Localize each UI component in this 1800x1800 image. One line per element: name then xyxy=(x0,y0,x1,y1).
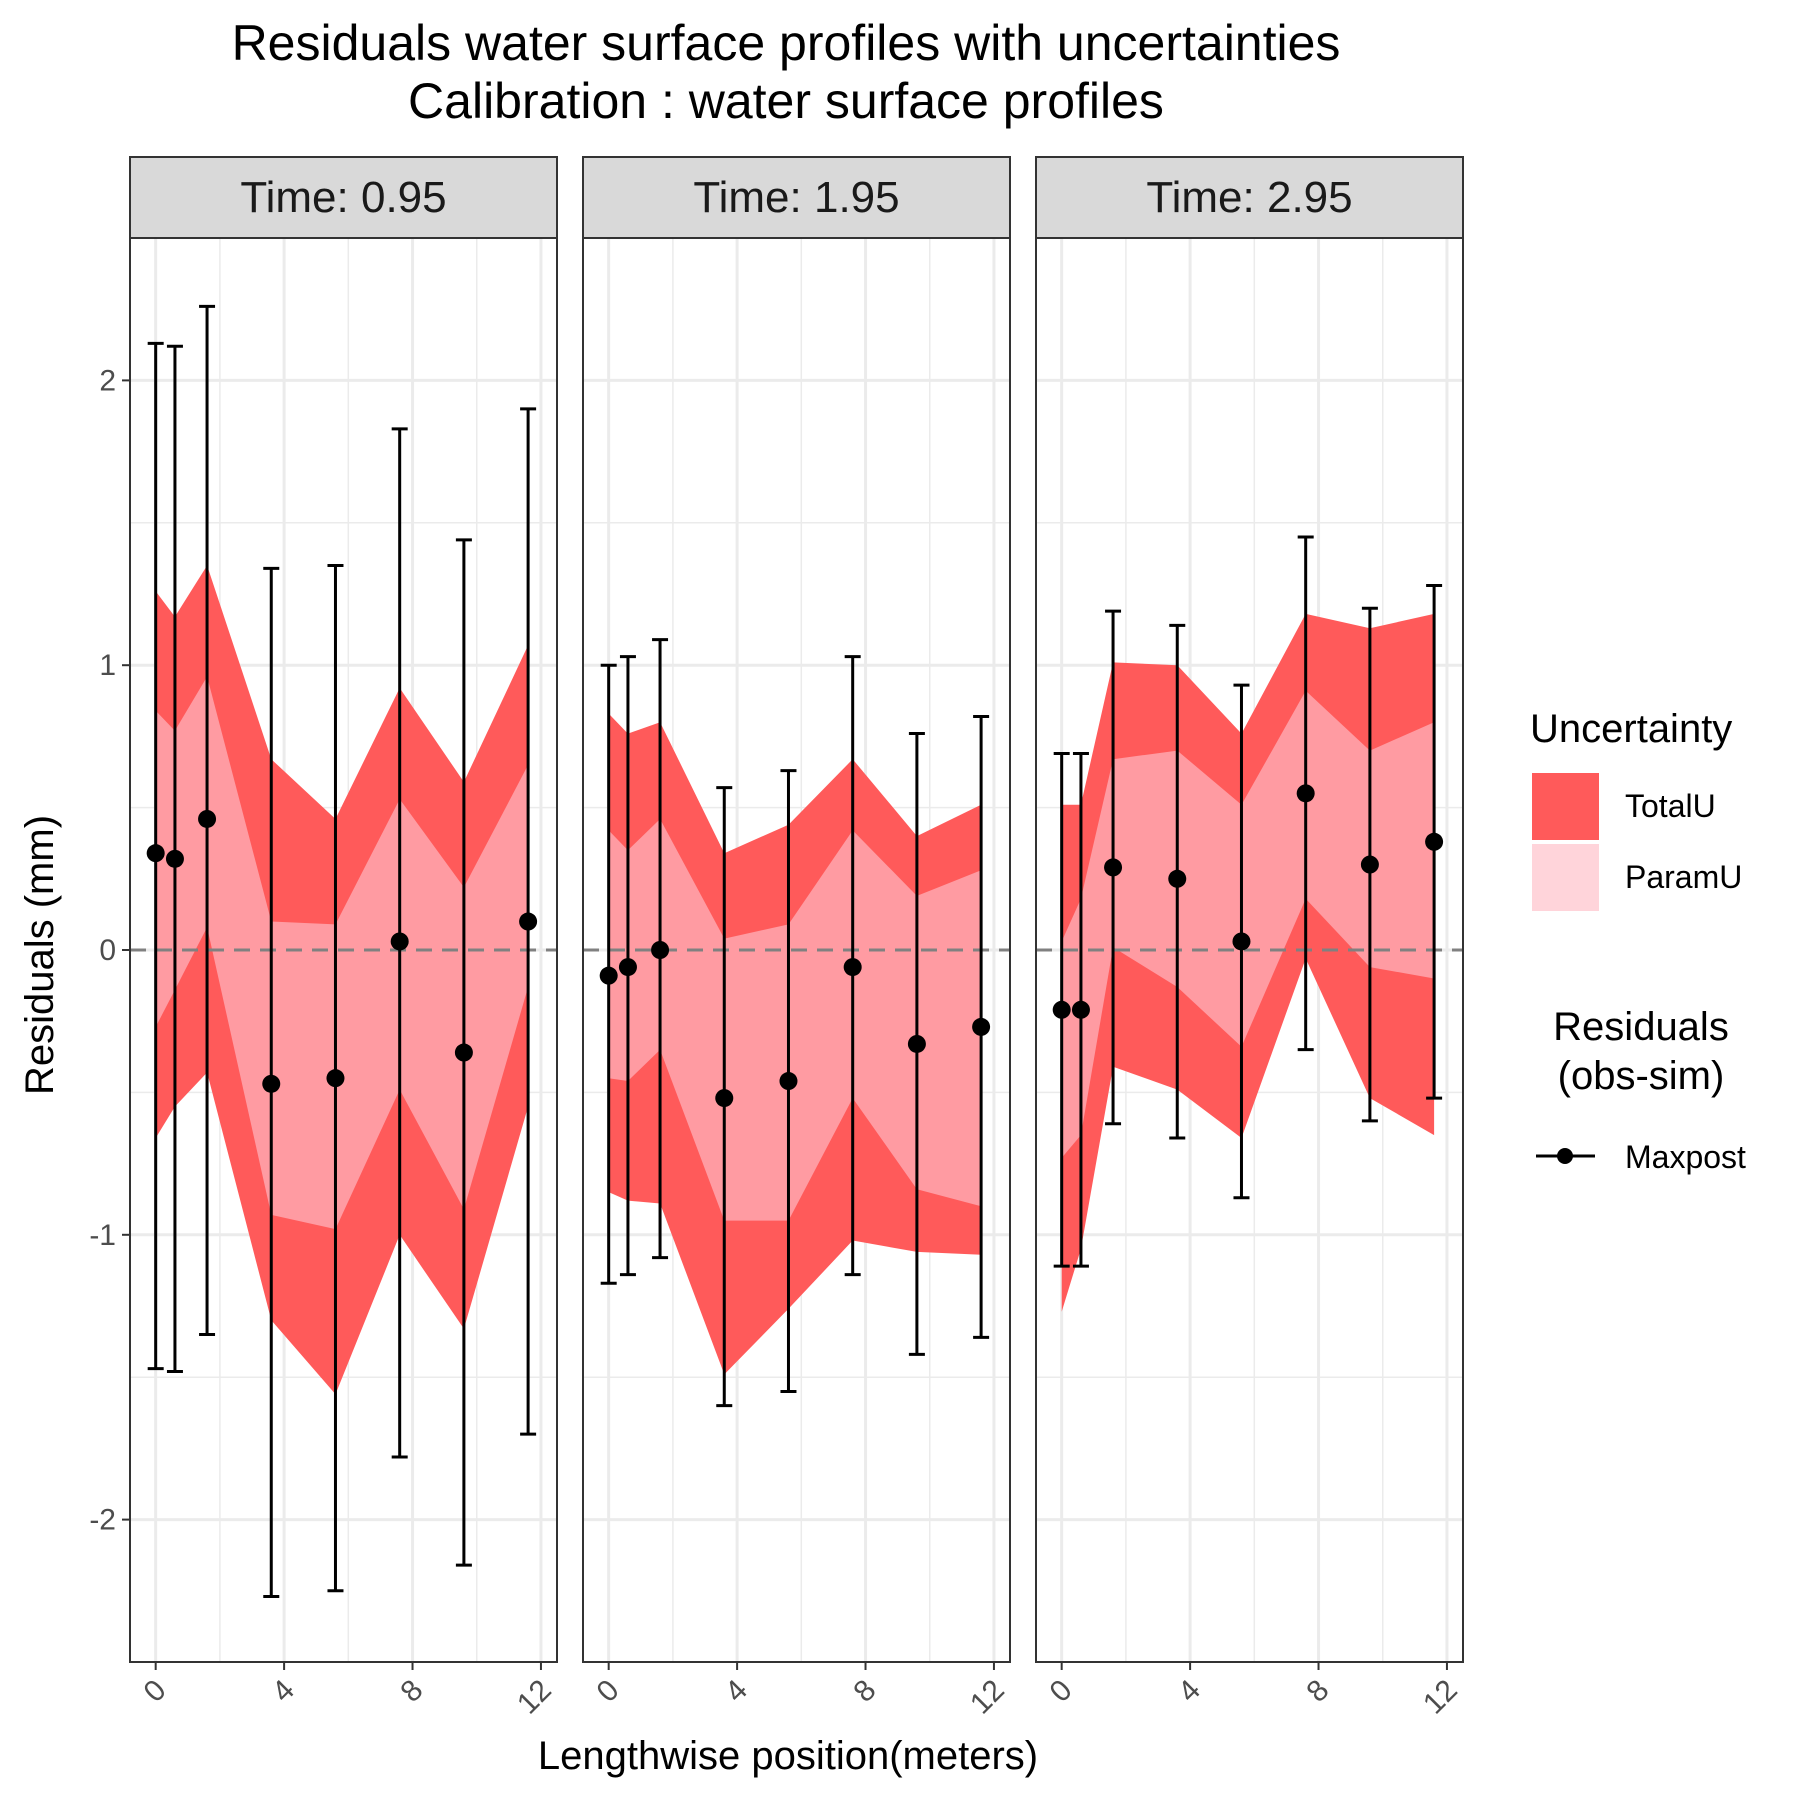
maxpost-point xyxy=(519,912,538,931)
maxpost-point xyxy=(454,1043,473,1062)
x-tick-label: 12 xyxy=(964,1674,1011,1721)
maxpost-point xyxy=(326,1069,345,1088)
legend: Uncertainty TotalU ParamU Residuals (obs… xyxy=(1530,707,1746,1175)
maxpost-point xyxy=(843,958,862,977)
facet-strip-label: Time: 2.95 xyxy=(1146,173,1352,222)
maxpost-point xyxy=(1052,1000,1071,1019)
x-axis-title: Lengthwise position(meters) xyxy=(538,1734,1038,1778)
maxpost-point xyxy=(1168,869,1187,888)
y-tick-label: 1 xyxy=(99,649,116,682)
maxpost-point xyxy=(146,844,165,863)
maxpost-point xyxy=(390,932,409,951)
maxpost-point xyxy=(1425,832,1444,851)
chart-title: Residuals water surface profiles with un… xyxy=(232,15,1341,71)
legend-residuals-title-line1: Residuals xyxy=(1553,1005,1729,1049)
facet-strip-label: Time: 0.95 xyxy=(240,173,446,222)
paramu-band xyxy=(608,819,982,1221)
x-tick-label: 0 xyxy=(137,1674,172,1709)
maxpost-point xyxy=(262,1074,281,1093)
legend-totalu-label: TotalU xyxy=(1625,788,1716,824)
x-tick-label: 0 xyxy=(1043,1674,1078,1709)
facet-strip xyxy=(1035,156,1464,239)
x-tick-label: 0 xyxy=(590,1674,625,1709)
facet-strip-label: Time: 1.95 xyxy=(693,173,899,222)
legend-totalu-swatch xyxy=(1532,773,1599,840)
legend-paramu-label: ParamU xyxy=(1625,859,1742,895)
y-tick-label: 2 xyxy=(99,364,116,397)
paramu-band xyxy=(1061,690,1435,1158)
x-tick-label: 4 xyxy=(1172,1674,1207,1709)
x-tick-label: 12 xyxy=(511,1674,558,1721)
x-tick-label: 4 xyxy=(266,1674,301,1709)
maxpost-point xyxy=(165,849,184,868)
x-tick-label: 8 xyxy=(847,1674,882,1709)
x-tick-label: 4 xyxy=(719,1674,754,1709)
facet-strip xyxy=(129,156,558,239)
maxpost-point xyxy=(1071,1000,1090,1019)
legend-paramu-swatch xyxy=(1532,844,1599,911)
y-tick-label: 0 xyxy=(99,934,116,967)
y-tick-label: -1 xyxy=(89,1219,116,1252)
maxpost-point xyxy=(1360,855,1379,874)
legend-maxpost-label: Maxpost xyxy=(1625,1139,1746,1175)
maxpost-point xyxy=(198,809,217,828)
maxpost-point xyxy=(1104,858,1123,877)
facet-panel-2: Time: 1.95 0 4 8 12 xyxy=(582,156,1011,1721)
maxpost-point xyxy=(972,1017,991,1036)
x-tick-label: 8 xyxy=(1300,1674,1335,1709)
maxpost-point xyxy=(715,1089,734,1108)
facet-panel-3: Time: 2.95 0 4 8 12 xyxy=(1035,156,1464,1721)
y-axis-title: Residuals (mm) xyxy=(18,815,62,1095)
legend-residuals-title-line2: (obs-sim) xyxy=(1558,1054,1725,1098)
maxpost-point xyxy=(651,941,670,959)
paramu-band xyxy=(155,676,529,1230)
legend-uncertainty-title: Uncertainty xyxy=(1530,707,1732,751)
chart-subtitle: Calibration : water surface profiles xyxy=(408,73,1164,129)
maxpost-point xyxy=(618,958,637,977)
y-tick-label: -2 xyxy=(89,1504,116,1537)
maxpost-point xyxy=(599,966,618,985)
facet-strip xyxy=(582,156,1011,239)
maxpost-point xyxy=(1296,784,1315,803)
maxpost-point xyxy=(907,1034,926,1053)
maxpost-point xyxy=(1232,932,1251,951)
x-tick-label: 8 xyxy=(394,1674,429,1709)
x-tick-label: 12 xyxy=(1417,1674,1464,1721)
maxpost-point xyxy=(779,1072,798,1091)
legend-maxpost-point xyxy=(1557,1148,1573,1164)
